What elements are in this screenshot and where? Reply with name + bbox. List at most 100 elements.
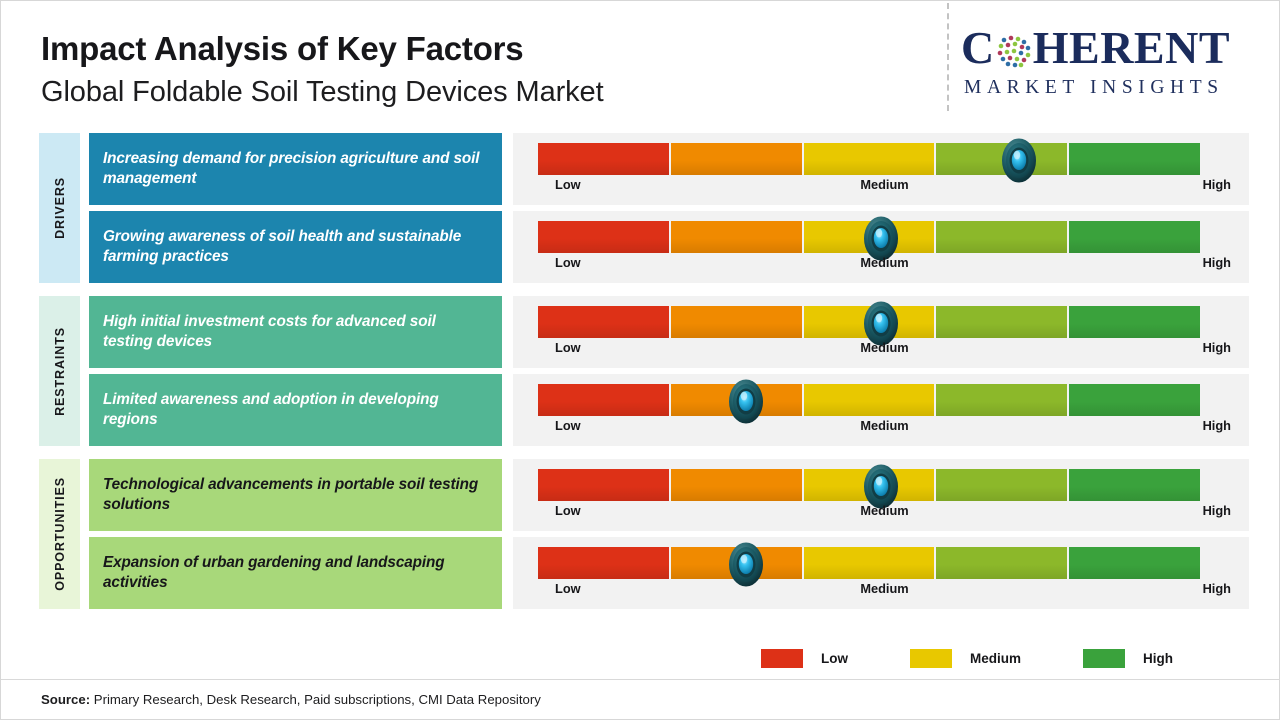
scale-labels: Low Medium High [538,340,1231,360]
gauge-segment-4 [936,306,1068,338]
scale-label-high: High [1202,503,1231,518]
impact-gauge: Low Medium High [513,537,1249,609]
factor-text: Expansion of urban gardening and landsca… [103,553,445,591]
gauge-segment-3 [803,221,935,253]
gauge-bar [538,143,1200,175]
scale-label-low: Low [555,255,581,270]
gauge-segment-3 [803,469,935,501]
legend-label: Medium [970,650,1022,666]
scale-label-low: Low [555,177,581,192]
category-spine-opportunities: OPPORTUNITIES [39,459,80,609]
factor-text: Technological advancements in portable s… [103,475,479,513]
factor-box: Growing awareness of soil health and sus… [89,211,502,283]
legend-label: High [1143,650,1174,666]
scale-label-medium: Medium [860,581,909,596]
logo-letter-c: C [961,22,995,73]
scale-labels: Low Medium High [538,177,1231,197]
impact-gauge: Low Medium High [513,296,1249,368]
gauge-bar [538,384,1200,416]
legend-swatch [1083,648,1126,668]
source-note: Source: Primary Research, Desk Research,… [41,692,541,707]
impact-matrix: DRIVERS Increasing demand for precision a… [1,133,1280,618]
scale-labels: Low Medium High [538,255,1231,275]
scale-labels: Low Medium High [538,581,1231,601]
scale-label-low: Low [555,581,581,596]
factor-text: High initial investment costs for advanc… [103,312,436,350]
page-subtitle: Global Foldable Soil Testing Devices Mar… [41,75,604,108]
scale-label-high: High [1202,255,1231,270]
category-spine-restraints: RESTRAINTS [39,296,80,446]
logo-letters-herent: HERENT [1032,22,1230,73]
legend-swatch [761,648,803,668]
impact-gauge: Low Medium High [513,374,1249,446]
scale-label-medium: Medium [860,418,909,433]
impact-gauge: Low Medium High [513,133,1249,205]
gauge-bar [538,221,1200,253]
gauge-segment-2 [670,469,802,501]
source-label: Source: [41,692,91,707]
scale-label-high: High [1202,581,1231,596]
impact-gauge: Low Medium High [513,211,1249,283]
footer-divider [1,679,1280,680]
scale-labels: Low Medium High [538,503,1231,523]
gauge-segment-5 [1069,384,1200,416]
gauge-segment-3 [803,306,935,338]
gauge-segment-4 [936,469,1068,501]
scale-label-medium: Medium [860,503,909,518]
gauge-segment-5 [1069,306,1200,338]
gauge-segment-1 [538,306,669,338]
scale-label-medium: Medium [860,340,909,355]
page-title: Impact Analysis of Key Factors [41,30,524,67]
factor-box: Expansion of urban gardening and landsca… [89,537,502,609]
gauge-segment-3 [803,384,935,416]
gauge-segment-4 [936,221,1068,253]
legend-item: Low [761,648,848,668]
category-label: RESTRAINTS [52,326,67,416]
gauge-segment-5 [1069,469,1200,501]
gauge-bar [538,306,1200,338]
logo-tagline: MARKET INSIGHTS [964,77,1224,98]
header: Impact Analysis of Key Factors Global Fo… [1,1,1280,133]
gauge-segment-3 [803,547,935,579]
scale-label-low: Low [555,503,581,518]
gauge-segment-1 [538,143,669,175]
gauge-segment-5 [1069,547,1200,579]
category-label: DRIVERS [52,177,67,239]
scale-label-high: High [1202,177,1231,192]
factor-box: Increasing demand for precision agricult… [89,133,502,205]
gauge-segment-2 [670,547,802,579]
gauge-segment-5 [1069,143,1200,175]
scale-labels: Low Medium High [538,418,1231,438]
scale-label-high: High [1202,340,1231,355]
legend-swatch [910,648,952,668]
gauge-segment-1 [538,547,669,579]
gauge-bar [538,469,1200,501]
scale-label-low: Low [555,340,581,355]
impact-gauge: Low Medium High [513,459,1249,531]
title-block: Impact Analysis of Key Factors Global Fo… [41,30,901,110]
factor-box: Technological advancements in portable s… [89,459,502,531]
gauge-segment-3 [803,143,935,175]
scale-label-low: Low [555,418,581,433]
factor-box: Limited awareness and adoption in develo… [89,374,502,446]
gauge-segment-4 [936,384,1068,416]
factor-text: Limited awareness and adoption in develo… [103,390,439,428]
gauge-segment-5 [1069,221,1200,253]
gauge-segment-2 [670,143,802,175]
source-text: Primary Research, Desk Research, Paid su… [90,692,541,707]
legend-item: High [1083,648,1174,668]
factor-text: Growing awareness of soil health and sus… [103,227,462,265]
legend-item: Medium [910,648,1022,668]
scale-label-medium: Medium [860,177,909,192]
category-spine-drivers: DRIVERS [39,133,80,283]
scale-label-high: High [1202,418,1231,433]
category-label: OPPORTUNITIES [52,477,67,591]
gauge-segment-1 [538,384,669,416]
legend: Low Medium High [761,644,1201,672]
gauge-segment-4 [936,143,1068,175]
gauge-bar [538,547,1200,579]
factor-text: Increasing demand for precision agricult… [103,149,480,187]
logo-wordmark: C [961,23,1266,73]
gauge-segment-2 [670,221,802,253]
